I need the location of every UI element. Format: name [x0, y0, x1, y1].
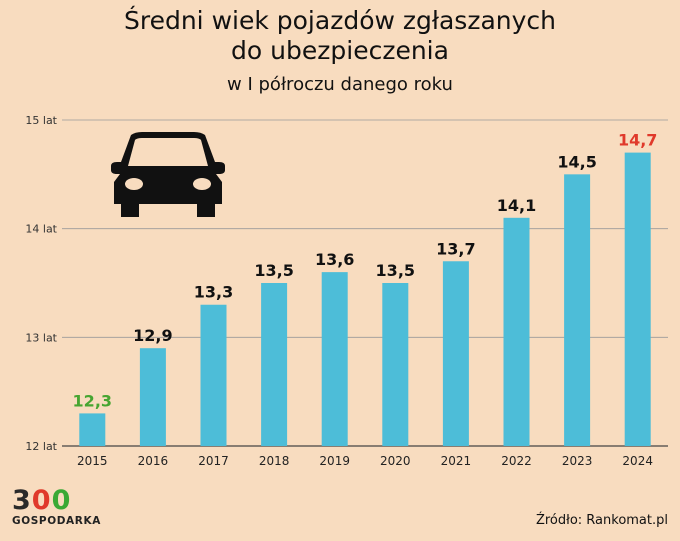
- logo-digit-0-green: 0: [51, 485, 72, 516]
- x-tick-label-2016: 2016: [138, 454, 169, 468]
- bar-2022: [503, 217, 530, 446]
- chart-title-line2: do ubezpieczenia: [231, 36, 449, 65]
- chart-subtitle: w I półroczu danego roku: [227, 74, 453, 95]
- value-label-2019: 13,6: [315, 250, 354, 269]
- value-label-2016: 12,9: [133, 326, 172, 345]
- x-tick-label-2017: 2017: [198, 454, 229, 468]
- logo-digit-0-red: 0: [31, 485, 52, 516]
- car-icon: [111, 132, 225, 217]
- value-label-2018: 13,5: [254, 261, 293, 280]
- x-tick-label-2022: 2022: [501, 454, 532, 468]
- x-tick-label-2019: 2019: [319, 454, 350, 468]
- x-tick-label-2018: 2018: [259, 454, 290, 468]
- bar-2019: [321, 272, 348, 446]
- chart-title-line1: Średni wiek pojazdów zgłaszanych: [123, 6, 556, 35]
- value-label-2021: 13,7: [436, 239, 475, 258]
- value-labels: 12,3 12,9 13,3 13,5 13,6 13,5 13,7 14,1 14,5 14,7: [73, 131, 658, 411]
- x-tick-label-2023: 2023: [562, 454, 593, 468]
- bar-2018: [261, 283, 288, 446]
- value-label-2017: 13,3: [194, 283, 233, 302]
- logo-text: GOSPODARKA: [12, 515, 101, 527]
- logo-digit-3: 3: [12, 485, 32, 516]
- x-tick-labels: 2015 2016 2017 2018 2019 2020 2021 2022 2023 2024: [77, 454, 653, 468]
- value-label-2020: 13,5: [376, 261, 415, 280]
- y-tick-label: 13 lat: [25, 331, 57, 344]
- y-tick-label: 15 lat: [25, 114, 57, 127]
- bars: [79, 152, 651, 447]
- bar-2017: [200, 304, 227, 446]
- source-note: Źródło: Rankomat.pl: [535, 513, 668, 528]
- value-label-2022: 14,1: [497, 196, 536, 215]
- bar-2016: [139, 348, 166, 446]
- y-tick-label: 12 lat: [25, 440, 57, 453]
- logo-number: 300: [12, 487, 101, 515]
- x-tick-label-2015: 2015: [77, 454, 108, 468]
- x-tick-label-2021: 2021: [441, 454, 472, 468]
- bar-2023: [564, 174, 591, 447]
- value-label-2015: 12,3: [73, 391, 112, 410]
- bar-2020: [382, 283, 409, 446]
- bar-2015: [79, 413, 106, 446]
- bar-2021: [442, 261, 469, 446]
- value-label-2024: 14,7: [618, 131, 657, 150]
- bar-2024: [624, 152, 651, 446]
- logo-300-gospodarka: 300 GOSPODARKA: [12, 487, 101, 528]
- value-label-2023: 14,5: [557, 152, 596, 171]
- chart-title: Średni wiek pojazdów zgłaszanych do ubez…: [0, 6, 680, 66]
- y-tick-label: 14 lat: [25, 223, 57, 236]
- x-tick-label-2020: 2020: [380, 454, 411, 468]
- x-tick-label-2024: 2024: [622, 454, 653, 468]
